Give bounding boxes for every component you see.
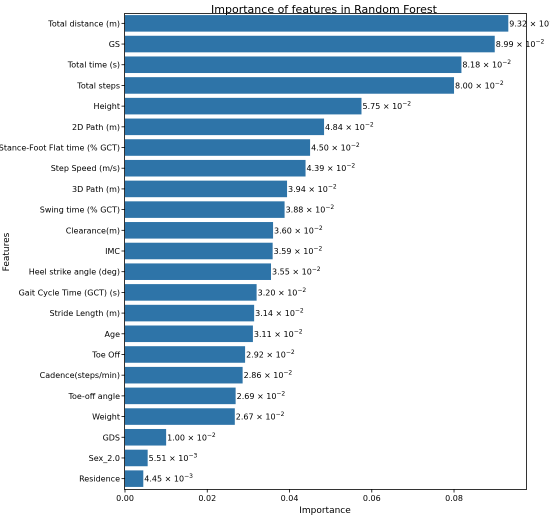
bar (125, 470, 144, 487)
bar (125, 325, 253, 343)
y-tick-label: Heel strike angle (deg) (29, 268, 120, 277)
y-tick-label: Toe-off angle (67, 392, 120, 401)
y-tick-label: Cadence(steps/min) (40, 371, 120, 380)
plot-frame (124, 13, 527, 490)
y-axis-title: Features (2, 232, 12, 271)
y-tick-labels-group: Total distance (m) GS Total time (s) Total … (0, 19, 120, 483)
bar (125, 263, 272, 280)
value-label: 4.39 × 10−2 (307, 163, 356, 174)
value-label: 5.75 × 10−2 (362, 101, 411, 112)
value-label: 3.59 × 10−2 (274, 246, 323, 257)
y-tick-label: Residence (79, 475, 120, 484)
x-tick-label: 0.04 (281, 494, 299, 503)
value-label: 2.92 × 10−2 (246, 349, 295, 360)
bar (125, 366, 243, 384)
bar (125, 201, 285, 218)
x-axis-title: Importance (299, 506, 351, 516)
bar (125, 284, 257, 301)
bar (125, 346, 246, 363)
bars-group (125, 15, 509, 487)
bar (125, 449, 148, 467)
value-label: 3.88 × 10−2 (286, 204, 335, 215)
value-label: 2.69 × 10−2 (237, 390, 286, 401)
value-label: 2.67 × 10−2 (236, 411, 285, 422)
value-label: 3.14 × 10−2 (255, 308, 304, 319)
value-label: 8.00 × 10−2 (455, 80, 504, 91)
bar (125, 242, 273, 260)
x-tick-label: 0.00 (116, 494, 134, 503)
bar (125, 428, 167, 446)
bar (125, 159, 306, 177)
value-label: 3.11 × 10−2 (254, 328, 303, 339)
bar (125, 118, 325, 136)
y-tick-label: 3D Path (m) (72, 185, 120, 194)
x-tick-label: 0.02 (198, 494, 216, 503)
chart-title: Importance of features in Random Forest (211, 3, 438, 16)
y-tick-label: GDS (103, 433, 120, 442)
bar (125, 387, 236, 405)
value-label: 4.84 × 10−2 (325, 121, 374, 132)
value-label: 5.51 × 10−3 (149, 452, 198, 463)
y-tick-label: Clearance(m) (66, 226, 120, 235)
value-label: 9.32 × 10−2 (509, 18, 550, 29)
value-label: 8.18 × 10−2 (462, 59, 511, 70)
y-tick-label: Step Speed (m/s) (51, 164, 120, 173)
value-label: 4.50 × 10−2 (311, 142, 360, 153)
y-tick-label: Stride Length (m) (50, 309, 120, 318)
y-tick-label: GS (109, 40, 120, 49)
x-tick-label: 0.08 (445, 494, 463, 503)
y-tick-label: Weight (92, 413, 120, 422)
value-labels-group: 9.32 × 10−2 8.99 × 10−2 8.18 × 10−2 8.00 × … (144, 18, 550, 484)
y-tick-label: IMC (105, 247, 120, 256)
bar (125, 35, 495, 53)
value-label: 3.94 × 10−2 (288, 183, 337, 194)
bar (125, 408, 235, 425)
bar (125, 180, 288, 198)
y-tick-label: Gait Cycle Time (GCT) (s) (19, 288, 120, 297)
value-label: 3.20 × 10−2 (258, 287, 307, 298)
value-label: 3.60 × 10−2 (274, 225, 323, 236)
bar (125, 97, 362, 115)
y-tick-label: Height (94, 102, 120, 111)
y-tick-label: Swing time (% GCT) (40, 206, 120, 215)
value-label: 1.00 × 10−2 (167, 432, 216, 443)
value-label: 8.99 × 10−2 (496, 39, 545, 50)
y-tick-label: Toe Off (91, 350, 120, 359)
bar (125, 139, 311, 156)
value-label: 3.55 × 10−2 (272, 266, 321, 277)
bar (125, 56, 462, 74)
value-label: 4.45 × 10−3 (144, 473, 193, 484)
y-tick-label: Total distance (m) (47, 19, 120, 28)
y-tick-label: Stance-Foot Flat time (% GCT) (0, 144, 120, 153)
value-label: 2.86 × 10−2 (244, 370, 293, 381)
x-tick-label: 0.06 (363, 494, 381, 503)
bar (125, 15, 509, 32)
bar (125, 304, 255, 322)
y-tick-label: Age (105, 330, 121, 339)
y-tick-label: Total steps (76, 81, 120, 90)
y-tick-label: Sex_2.0 (89, 454, 120, 463)
bar (125, 77, 455, 94)
y-tick-label: 2D Path (m) (72, 123, 120, 132)
bar (125, 222, 274, 239)
y-tick-label: Total time (s) (67, 61, 120, 70)
